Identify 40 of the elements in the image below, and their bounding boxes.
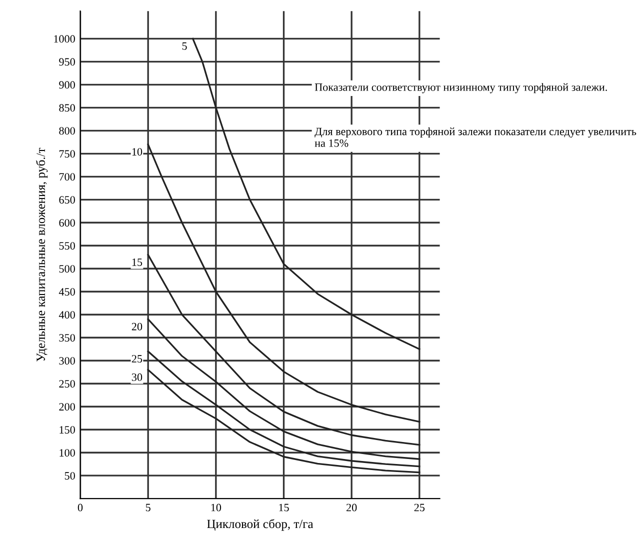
- y-tick-label: 750: [59, 150, 75, 158]
- annotation: Для верхового типа торфяной залежи показатели следует увеличить на 15%: [314, 127, 636, 147]
- y-tick-label: 300: [59, 357, 75, 365]
- y-tick-label: 350: [59, 334, 75, 342]
- series-label: 30: [132, 373, 142, 381]
- annotation: Показатели соответствуют низинному типу торфяной залежи.: [314, 83, 607, 94]
- y-tick-label: 600: [59, 219, 75, 227]
- x-tick-label: 5: [146, 504, 150, 512]
- y-tick-label: 950: [59, 58, 75, 66]
- y-tick-label: 50: [64, 472, 75, 480]
- series-label: 20: [132, 322, 142, 330]
- x-tick-label: 15: [279, 504, 289, 512]
- x-tick-label: 0: [78, 504, 83, 512]
- y-tick-label: 150: [60, 426, 75, 434]
- line-series: [147, 254, 420, 446]
- y-tick-label: 500: [59, 265, 75, 273]
- y-tick-label: 550: [59, 242, 75, 250]
- y-tick-label: 650: [59, 196, 75, 204]
- y-tick-label: 850: [59, 104, 75, 112]
- y-tick-label: 200: [59, 403, 75, 411]
- x-tick-label: 10: [211, 504, 222, 512]
- y-tick-label: 800: [59, 127, 75, 135]
- series-label: 5: [182, 42, 187, 50]
- y-tick-label: 250: [59, 380, 75, 388]
- y-axis-title: Удельные капитальные вложения, руб./т: [36, 148, 48, 362]
- series-label: 10: [132, 148, 142, 156]
- y-tick-label: 700: [59, 173, 75, 181]
- series-label: 25: [132, 355, 142, 363]
- y-tick-label: 1000: [54, 35, 75, 43]
- y-tick-label: 400: [58, 311, 75, 319]
- y-tick-label: 450: [58, 288, 75, 296]
- y-tick-label: 100: [60, 449, 75, 457]
- line-series: [147, 350, 420, 468]
- x-axis-title: Цикловой сбор, т/га: [207, 519, 314, 531]
- line-series: [147, 318, 420, 460]
- y-tick-label: 900: [59, 81, 75, 89]
- x-tick-label: 25: [414, 504, 425, 512]
- line-series: [147, 368, 420, 474]
- x-tick-label: 20: [346, 504, 357, 512]
- series-label: 15: [132, 258, 142, 266]
